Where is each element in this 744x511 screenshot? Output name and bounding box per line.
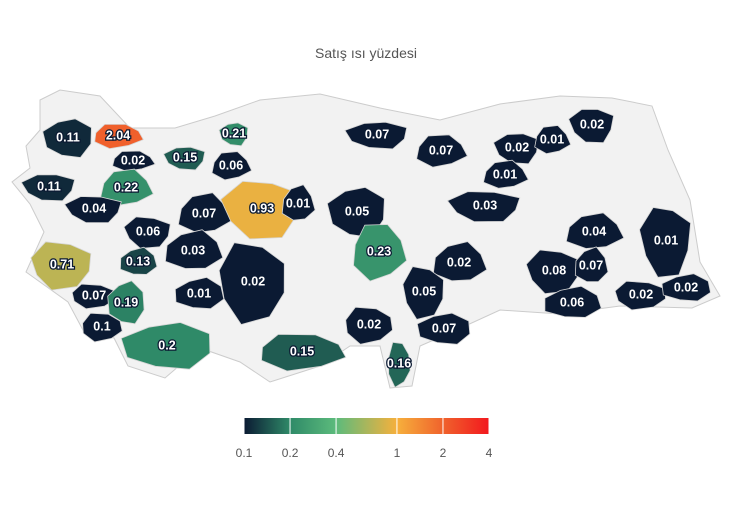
region: [544, 285, 602, 318]
region-label: 0.15: [290, 344, 314, 358]
region: [112, 150, 156, 172]
region: [42, 118, 92, 158]
region-label: 0.02: [505, 140, 529, 154]
region-label: 0.05: [412, 284, 436, 298]
region-label: 0.06: [136, 224, 160, 238]
region: [119, 246, 158, 275]
colorbar-tick-label: 0.1: [236, 446, 253, 460]
colorbar-tick-label: 2: [440, 446, 447, 460]
region-label: 0.11: [37, 179, 61, 193]
region-label: 0.01: [540, 132, 564, 146]
region: [120, 322, 211, 370]
region: [345, 306, 393, 345]
region: [353, 224, 408, 282]
region-label: 0.01: [286, 196, 310, 210]
region: [218, 242, 285, 325]
region-label: 0.11: [56, 130, 80, 144]
region-label: 0.13: [126, 254, 150, 268]
region: [574, 246, 609, 282]
region: [446, 191, 521, 223]
region-label: 0.22: [114, 180, 138, 194]
region: [30, 241, 92, 291]
region-label: 0.07: [429, 143, 453, 157]
region-label: 0.07: [579, 258, 603, 272]
region: [432, 241, 488, 282]
region: [94, 124, 144, 150]
region-label: 0.15: [173, 150, 197, 164]
colorbar-tick-label: 1: [394, 446, 401, 460]
region-label: 0.04: [582, 224, 606, 238]
region-label: 0.23: [367, 244, 391, 258]
region-label: 0.21: [222, 126, 246, 140]
region: [492, 133, 540, 165]
region-label: 0.93: [250, 201, 274, 215]
region-label: 0.02: [121, 153, 145, 167]
colorbar-tick-label: 4: [486, 446, 493, 460]
region-label: 0.04: [82, 201, 106, 215]
region: [402, 266, 444, 320]
colorbar-tick-label: 0.4: [328, 446, 345, 460]
region-label: 0.02: [629, 287, 653, 301]
region: [639, 207, 692, 278]
region: [568, 108, 615, 144]
region-label: 0.01: [187, 286, 211, 300]
region: [565, 212, 625, 249]
region: [344, 121, 408, 150]
region: [261, 333, 347, 372]
region: [534, 125, 572, 155]
region: [177, 192, 233, 234]
region-label: 0.07: [365, 127, 389, 141]
region-label: 0.16: [387, 356, 411, 370]
region: [281, 184, 316, 221]
region: [163, 146, 206, 171]
region: [388, 341, 411, 388]
region-label: 0.08: [542, 263, 566, 277]
region: [20, 174, 76, 202]
colorbar-tick-label: 0.2: [282, 446, 299, 460]
region-label: 0.06: [560, 295, 584, 309]
region-label: 0.06: [219, 158, 243, 172]
region: [123, 216, 171, 249]
region: [211, 151, 253, 181]
region-label: 0.05: [345, 204, 369, 218]
region: [614, 280, 666, 311]
region: [661, 273, 711, 302]
region-label: 0.1: [93, 319, 110, 333]
region-label: 0.01: [654, 233, 678, 247]
region: [416, 134, 468, 168]
chart-title: Satış ısı yüzdesi: [315, 45, 417, 61]
region-label: 0.01: [493, 167, 517, 181]
region-label: 0.19: [114, 295, 138, 309]
region-label: 0.02: [674, 280, 698, 294]
region: [64, 196, 122, 224]
region-label: 0.03: [473, 198, 497, 212]
colorbar: [244, 418, 489, 434]
region-label: 0.2: [158, 338, 175, 352]
region-label: 0.03: [181, 243, 205, 257]
region-label: 2.04: [106, 128, 130, 142]
region-label: 0.07: [82, 288, 106, 302]
region: [483, 159, 529, 189]
region: [174, 276, 225, 310]
region: [164, 229, 224, 269]
region-label: 0.07: [432, 321, 456, 335]
region: [100, 168, 154, 206]
region-label: 0.07: [192, 206, 216, 220]
region-label: 0.02: [357, 317, 381, 331]
region: [416, 312, 471, 345]
region: [107, 280, 145, 325]
region-label: 0.02: [447, 255, 471, 269]
region-label: 0.71: [50, 257, 74, 271]
region: [82, 312, 123, 343]
region: [218, 122, 249, 147]
region-label: 0.02: [241, 274, 265, 288]
region: [71, 283, 116, 310]
region-label: 0.02: [580, 117, 604, 131]
